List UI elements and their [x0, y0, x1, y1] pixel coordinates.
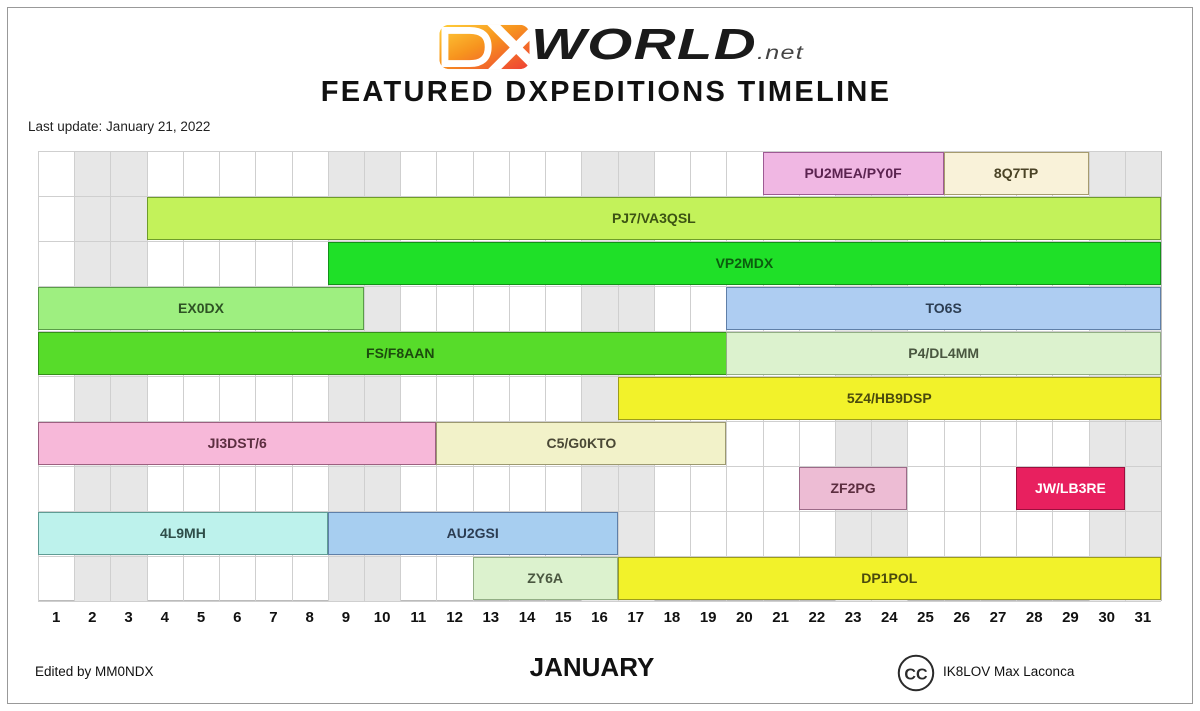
svg-text:CC: CC	[904, 666, 928, 684]
